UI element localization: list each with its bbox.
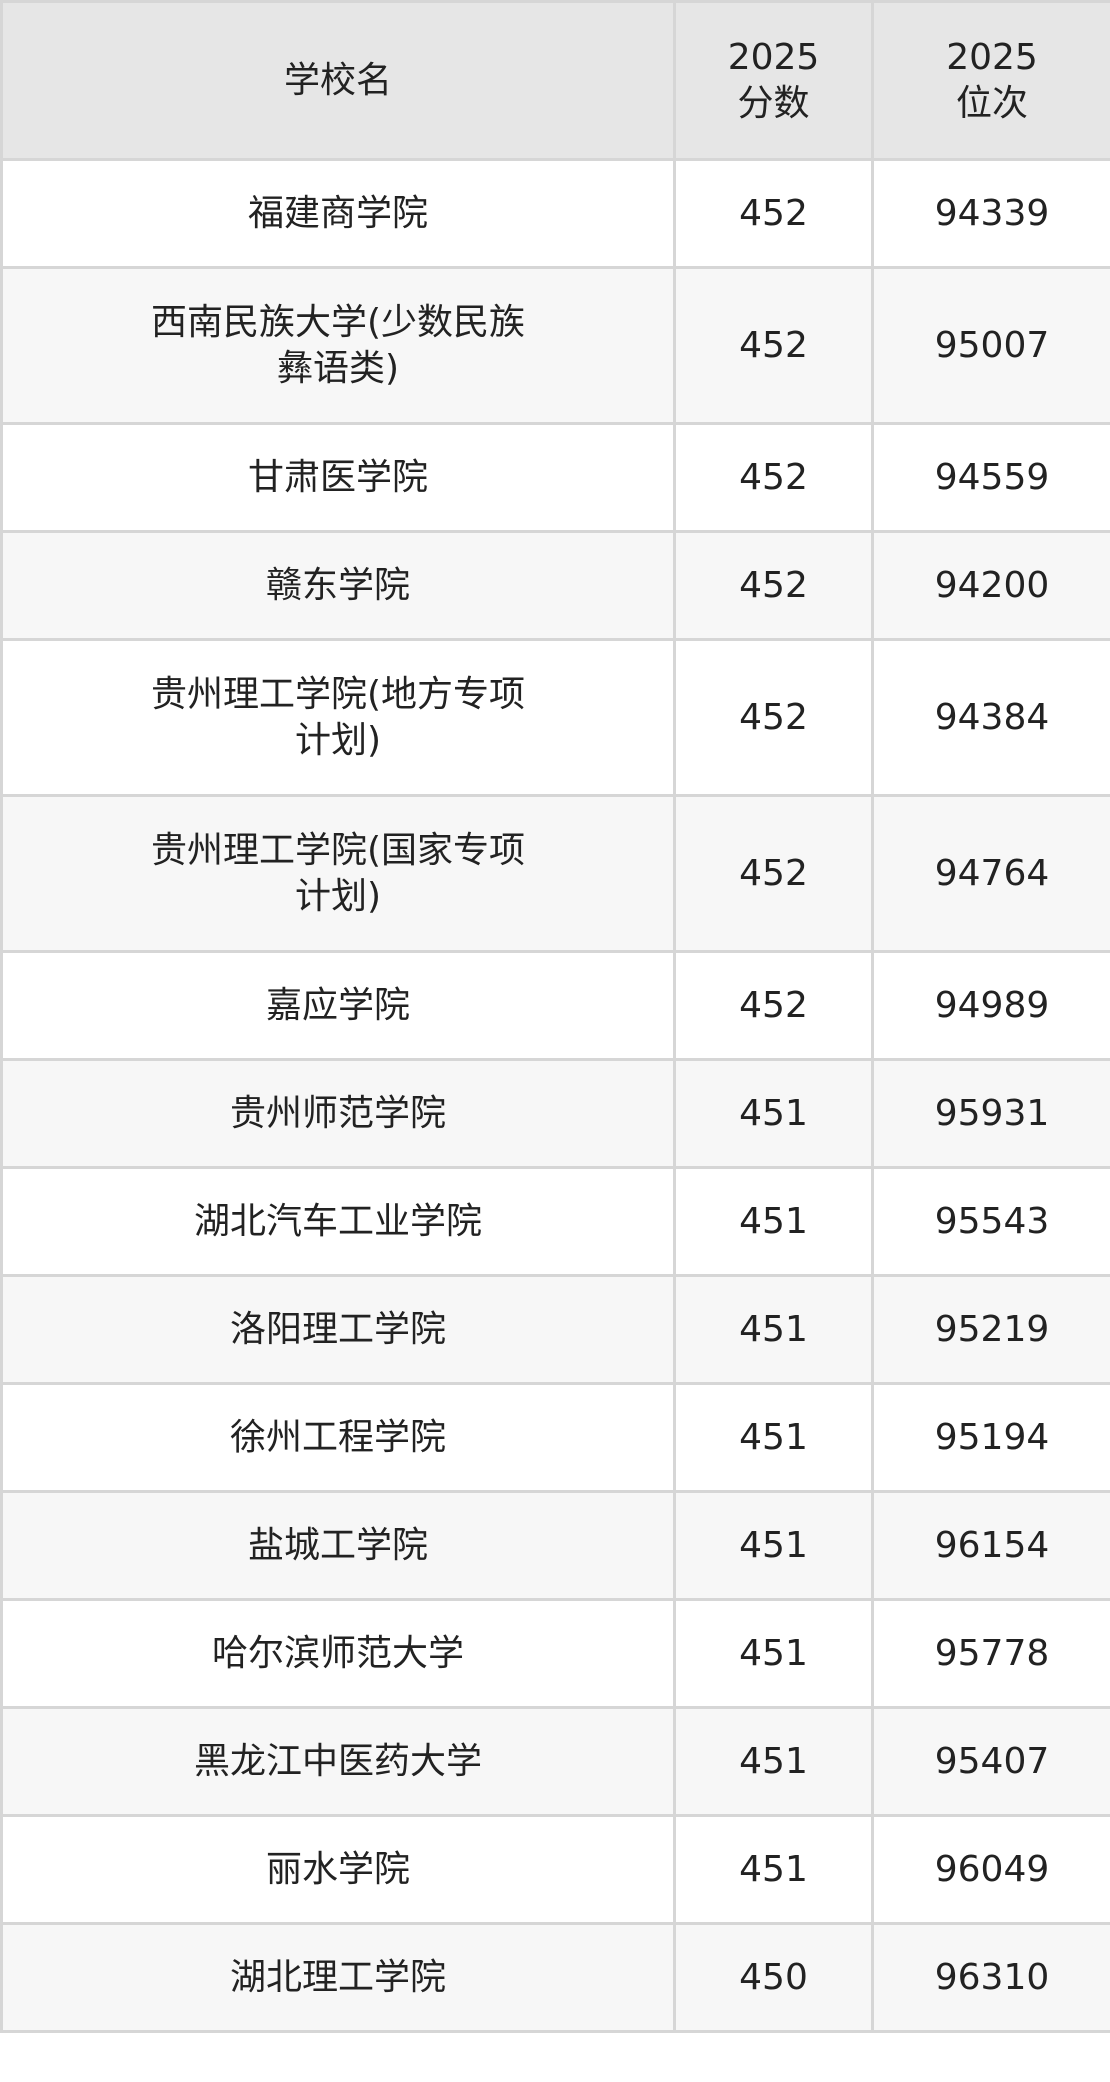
school-name-cell: 洛阳理工学院 (0, 1274, 676, 1385)
rank-cell: 94764 (871, 794, 1110, 953)
rank-cell: 96154 (871, 1490, 1110, 1601)
school-name-cell: 嘉应学院 (0, 950, 676, 1061)
rank-cell: 95194 (871, 1382, 1110, 1493)
score-cell: 452 (673, 530, 874, 641)
score-table: 学校名 2025 分数 2025 位次 福建商学院 452 94339 西南民族大学(… (0, 0, 1110, 2033)
school-name: 甘肃医学院 (247, 456, 428, 498)
school-name: 赣东学院 (265, 564, 410, 606)
score-cell: 450 (673, 1922, 874, 2033)
school-name-cell: 湖北理工学院 (0, 1922, 676, 2033)
school-name-cell: 赣东学院 (0, 530, 676, 641)
score-cell: 452 (673, 638, 874, 797)
header-score-year: 2025 (727, 36, 820, 78)
table-row: 盐城工学院 451 96154 (0, 1490, 1110, 1601)
score-cell: 452 (673, 158, 874, 269)
rank-cell: 96310 (871, 1922, 1110, 2033)
school-name: 哈尔滨师范大学 (211, 1632, 464, 1674)
school-name-cell: 贵州理工学院(地方专项计划) (0, 638, 676, 797)
school-name: 贵州理工学院(地方专项计划) (150, 673, 526, 761)
table-row: 丽水学院 451 96049 (0, 1814, 1110, 1925)
school-name-cell: 湖北汽车工业学院 (0, 1166, 676, 1277)
school-name-cell: 盐城工学院 (0, 1490, 676, 1601)
header-rank-label: 位次 (955, 82, 1028, 124)
school-name: 盐城工学院 (247, 1524, 428, 1566)
header-score-label: 分数 (737, 82, 810, 124)
rank-cell: 96049 (871, 1814, 1110, 1925)
header-rank-year: 2025 (946, 36, 1038, 78)
rank-cell: 94559 (871, 422, 1110, 533)
score-cell: 452 (673, 266, 874, 425)
header-rank: 2025 位次 (871, 0, 1110, 161)
rank-cell: 95219 (871, 1274, 1110, 1385)
header-school-name: 学校名 (0, 0, 676, 161)
table-row: 赣东学院 452 94200 (0, 530, 1110, 641)
table-row: 贵州理工学院(地方专项计划) 452 94384 (0, 638, 1110, 797)
score-cell: 452 (673, 794, 874, 953)
table-row: 黑龙江中医药大学 451 95407 (0, 1706, 1110, 1817)
school-name-cell: 贵州理工学院(国家专项计划) (0, 794, 676, 953)
rank-cell: 95007 (871, 266, 1110, 425)
school-name: 福建商学院 (247, 192, 428, 234)
school-name: 贵州理工学院(国家专项计划) (150, 829, 526, 917)
rank-cell: 94200 (871, 530, 1110, 641)
header-row: 学校名 2025 分数 2025 位次 (0, 0, 1110, 161)
header-score: 2025 分数 (673, 0, 874, 161)
school-name-cell: 福建商学院 (0, 158, 676, 269)
score-cell: 451 (673, 1598, 874, 1709)
school-name-cell: 西南民族大学(少数民族彝语类) (0, 266, 676, 425)
table-row: 甘肃医学院 452 94559 (0, 422, 1110, 533)
table-row: 西南民族大学(少数民族彝语类) 452 95007 (0, 266, 1110, 425)
school-name-cell: 贵州师范学院 (0, 1058, 676, 1169)
rank-cell: 95931 (871, 1058, 1110, 1169)
rank-cell: 95543 (871, 1166, 1110, 1277)
table-row: 湖北汽车工业学院 451 95543 (0, 1166, 1110, 1277)
table-row: 贵州理工学院(国家专项计划) 452 94764 (0, 794, 1110, 953)
table-row: 湖北理工学院 450 96310 (0, 1922, 1110, 2033)
table-row: 贵州师范学院 451 95931 (0, 1058, 1110, 1169)
rank-cell: 95407 (871, 1706, 1110, 1817)
rank-cell: 94339 (871, 158, 1110, 269)
score-cell: 451 (673, 1166, 874, 1277)
score-cell: 452 (673, 950, 874, 1061)
rank-cell: 94384 (871, 638, 1110, 797)
school-name: 湖北理工学院 (229, 1956, 446, 1998)
school-name-cell: 哈尔滨师范大学 (0, 1598, 676, 1709)
school-name: 贵州师范学院 (229, 1092, 446, 1134)
school-name-cell: 甘肃医学院 (0, 422, 676, 533)
score-cell: 451 (673, 1058, 874, 1169)
school-name: 洛阳理工学院 (229, 1308, 446, 1350)
score-cell: 451 (673, 1382, 874, 1493)
rank-cell: 94989 (871, 950, 1110, 1061)
school-name: 黑龙江中医药大学 (193, 1740, 482, 1782)
score-cell: 451 (673, 1706, 874, 1817)
school-name-cell: 丽水学院 (0, 1814, 676, 1925)
table-row: 福建商学院 452 94339 (0, 158, 1110, 269)
table-row: 洛阳理工学院 451 95219 (0, 1274, 1110, 1385)
score-cell: 452 (673, 422, 874, 533)
table-row: 徐州工程学院 451 95194 (0, 1382, 1110, 1493)
school-name-cell: 徐州工程学院 (0, 1382, 676, 1493)
school-name: 西南民族大学(少数民族彝语类) (150, 301, 526, 389)
rank-cell: 95778 (871, 1598, 1110, 1709)
school-name: 湖北汽车工业学院 (193, 1200, 482, 1242)
score-cell: 451 (673, 1490, 874, 1601)
school-name-cell: 黑龙江中医药大学 (0, 1706, 676, 1817)
school-name: 徐州工程学院 (229, 1416, 446, 1458)
table-row: 嘉应学院 452 94989 (0, 950, 1110, 1061)
table-row: 哈尔滨师范大学 451 95778 (0, 1598, 1110, 1709)
school-name: 嘉应学院 (265, 984, 410, 1026)
score-cell: 451 (673, 1274, 874, 1385)
score-cell: 451 (673, 1814, 874, 1925)
school-name: 丽水学院 (265, 1848, 410, 1890)
